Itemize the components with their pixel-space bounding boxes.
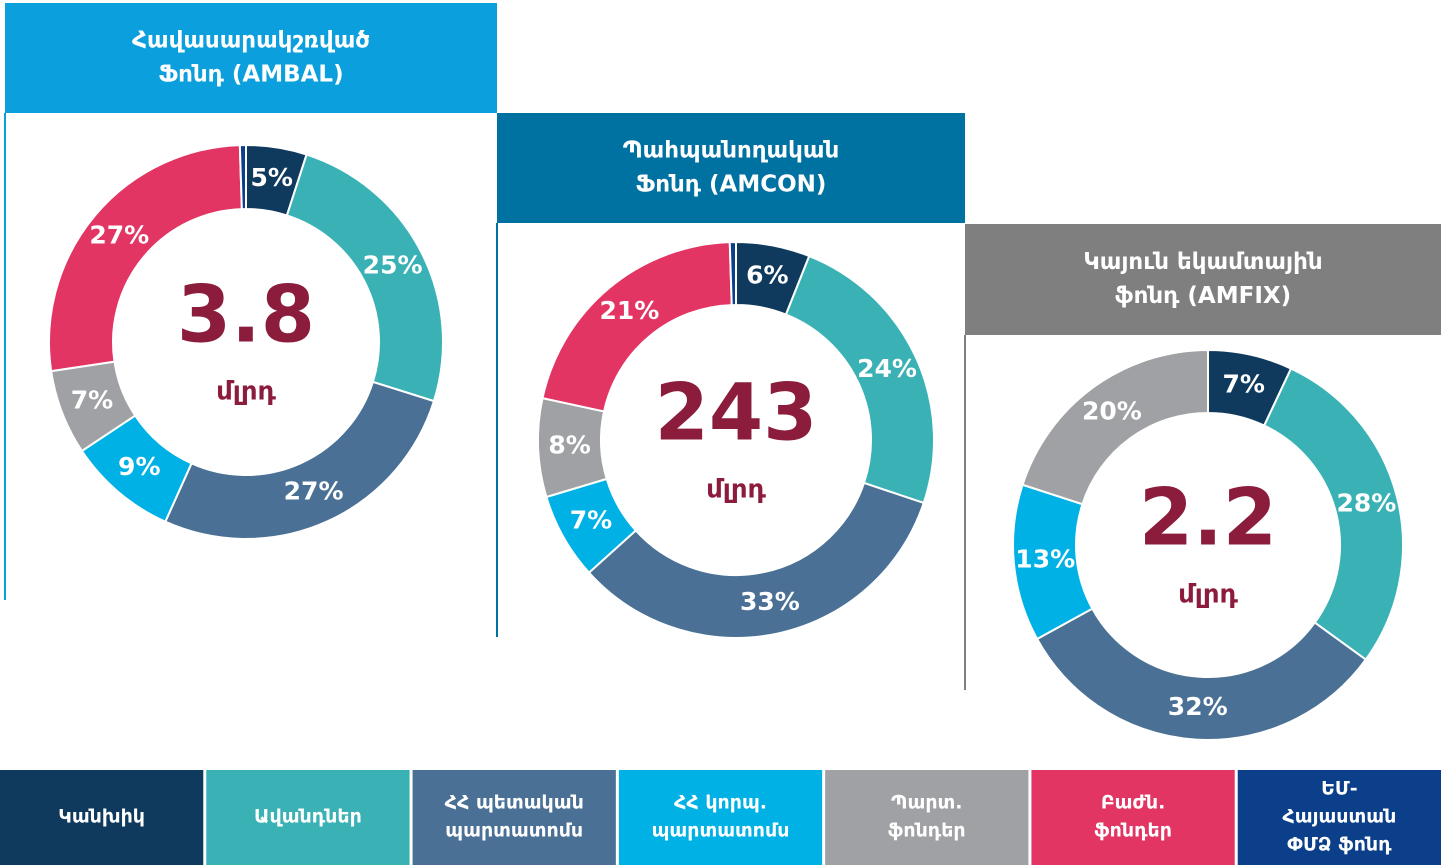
center-value: 3.8 <box>177 270 315 360</box>
segment-label: 24% <box>857 354 917 383</box>
donut-segment <box>587 481 925 639</box>
legend-label: Ավանդներ <box>254 806 362 828</box>
legend-label: ֆոնդեր <box>888 820 966 842</box>
segment-label: 7% <box>71 385 113 414</box>
segment-label: 9% <box>118 452 160 481</box>
segment-label: 25% <box>363 250 423 279</box>
donut-segment <box>1262 367 1404 662</box>
legend-label: ԵՄ- <box>1321 778 1358 800</box>
segment-label: 5% <box>250 163 292 192</box>
legend-box <box>618 770 823 865</box>
center-value: 243 <box>655 368 818 458</box>
legend-label: ֆոնդեր <box>1094 820 1172 842</box>
title-box <box>497 113 965 223</box>
chart-title: Կայուն եկամտային <box>1083 249 1322 275</box>
legend-box <box>0 770 204 865</box>
legend-label: Պարտ. <box>891 792 962 814</box>
segment-label: 6% <box>746 260 788 289</box>
legend-label: ՀՀ պետական <box>445 792 584 814</box>
legend-label: պարտատոմս <box>445 820 583 842</box>
segment-label: 7% <box>570 506 612 535</box>
legend-label: պարտատոմս <box>652 820 790 842</box>
chart-title: Հավասարակշռված <box>132 28 370 54</box>
segment-label: 8% <box>548 431 590 460</box>
legend-label: ՓՄՁ ֆոնդ <box>1287 834 1392 856</box>
chart-title: Ֆոնդ (AMBAL) <box>158 62 343 88</box>
chart-title: Ֆոնդ (AMCON) <box>636 172 827 198</box>
donut-segment <box>238 143 247 211</box>
donut-segment <box>163 380 436 540</box>
segment-label: 27% <box>284 477 344 506</box>
segment-label: 21% <box>600 296 660 325</box>
center-unit: մլրդ <box>216 377 276 407</box>
center-unit: մլրդ <box>1178 580 1238 610</box>
segment-label: 20% <box>1082 397 1142 426</box>
legend-label: ՀՀ կորպ. <box>674 792 767 814</box>
donut-segment <box>1035 607 1368 741</box>
center-unit: մլրդ <box>706 475 766 505</box>
title-box <box>965 224 1441 335</box>
segment-label: 27% <box>89 220 149 249</box>
center-value: 2.2 <box>1139 473 1277 563</box>
segment-label: 13% <box>1015 544 1075 573</box>
legend-box <box>1031 770 1235 865</box>
donut-segment <box>728 240 737 307</box>
chart-title: Պահպանողական <box>623 138 840 164</box>
segment-label: 32% <box>1168 692 1228 721</box>
legend-label: Հայաստան <box>1282 806 1396 828</box>
segment-label: 33% <box>740 587 800 616</box>
chart-title: ֆոնդ (AMFIX) <box>1115 283 1291 309</box>
segment-label: 28% <box>1336 488 1396 517</box>
donut-segment <box>285 153 444 403</box>
legend-label: Բաժն. <box>1101 792 1166 814</box>
legend-label: Կանխիկ <box>58 806 145 828</box>
legend-box <box>206 770 410 865</box>
donut-segment <box>48 144 243 373</box>
title-box <box>5 3 497 113</box>
legend-box <box>412 770 616 865</box>
legend-box <box>825 770 1029 865</box>
segment-label: 7% <box>1222 369 1264 398</box>
legend-box <box>1237 770 1441 865</box>
